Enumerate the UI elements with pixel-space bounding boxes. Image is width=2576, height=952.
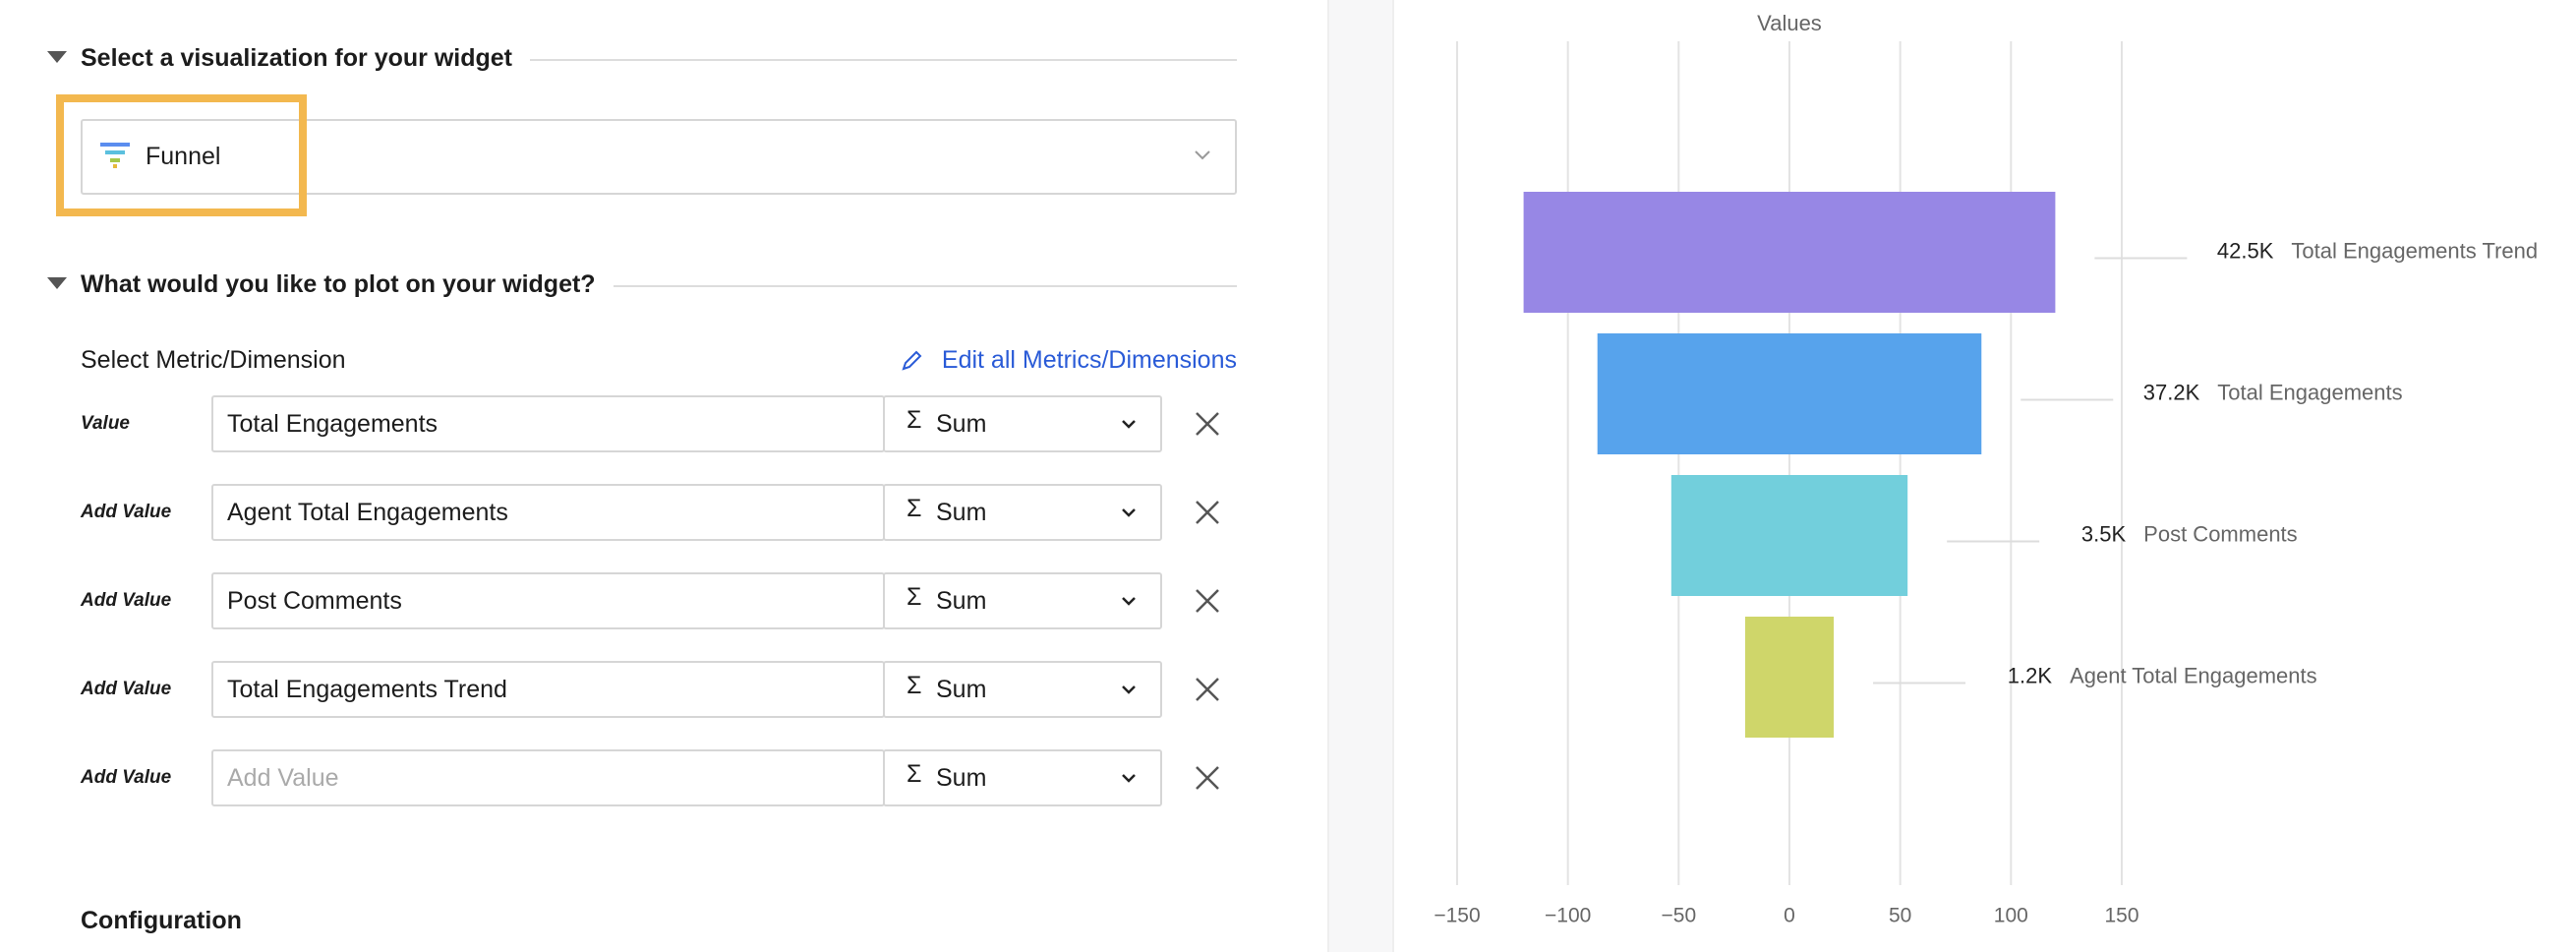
- chevron: [1121, 772, 1137, 784]
- collapse-icon[interactable]: [47, 51, 67, 65]
- remove-button[interactable]: [1194, 676, 1221, 703]
- remove-button[interactable]: [1194, 764, 1221, 792]
- row-label: Value: [81, 413, 130, 434]
- input[interactable]: [211, 749, 885, 806]
- highlight: [56, 94, 307, 216]
- section-title: Select a visualization for your widget: [81, 44, 530, 73]
- category-label: Total Engagements: [2217, 380, 2402, 404]
- chevron: [1121, 595, 1137, 607]
- divider: [81, 59, 1237, 61]
- x-tick-label: −150: [1434, 905, 1480, 927]
- aggregation-select[interactable]: [883, 661, 1162, 718]
- data-label: 37.2K: [2143, 380, 2200, 404]
- remove-button[interactable]: [1194, 587, 1221, 615]
- chevron: [1121, 506, 1137, 518]
- chevron: [1121, 684, 1137, 695]
- category-label: Total Engagements Trend: [2291, 238, 2538, 263]
- remove-button[interactable]: [1194, 410, 1221, 438]
- aggregation: Sum: [936, 410, 987, 438]
- row-label: Add Value: [81, 679, 172, 699]
- x-tick-label: 100: [1994, 905, 2028, 927]
- x-tick-label: −50: [1662, 905, 1697, 927]
- remove-button[interactable]: [1194, 499, 1221, 526]
- viz-dropdown[interactable]: [81, 119, 1237, 195]
- sigma: Σ: [907, 495, 922, 522]
- sigma: Σ: [907, 406, 922, 434]
- category-label: Post Comments: [2143, 521, 2298, 546]
- x-tick-label: −100: [1545, 905, 1591, 927]
- aggregation-select[interactable]: [883, 484, 1162, 541]
- funnel-icon: [100, 143, 130, 168]
- aggregation-select[interactable]: [883, 572, 1162, 629]
- divider: [81, 285, 1237, 287]
- panel-divider: [1327, 0, 1394, 952]
- aggregation: Sum: [936, 676, 987, 703]
- aggregation: Sum: [936, 587, 987, 615]
- x-tick-label: 50: [1889, 905, 1911, 927]
- sigma: Σ: [907, 760, 922, 788]
- x-tick-label: 0: [1784, 905, 1795, 927]
- edit-icon[interactable]: [901, 350, 922, 372]
- row-label: Add Value: [81, 590, 172, 611]
- section-title: Configuration: [81, 907, 260, 935]
- placeholder: Add Value: [227, 764, 339, 792]
- aggregation: Sum: [936, 499, 987, 526]
- funnel-bar: [1670, 475, 1908, 596]
- input[interactable]: [211, 484, 885, 541]
- input[interactable]: [211, 661, 885, 718]
- category-label: Agent Total Engagements: [2070, 663, 2317, 687]
- viz-selected: Funnel: [146, 143, 221, 170]
- x-tick-label: 150: [2104, 905, 2138, 927]
- funnel-bar: [1597, 333, 1982, 454]
- field-text: Agent Total Engagements: [227, 499, 508, 526]
- row-label: Add Value: [81, 767, 172, 788]
- aggregation: Sum: [936, 764, 987, 792]
- section-title: What would you like to plot on your widg…: [81, 270, 614, 299]
- input[interactable]: [211, 572, 885, 629]
- funnel-bar: [1523, 192, 2056, 313]
- field-text: Post Comments: [227, 587, 402, 615]
- data-label: 42.5K: [2217, 238, 2274, 263]
- subtitle: Select Metric/Dimension: [81, 346, 346, 374]
- data-label: 3.5K: [2081, 521, 2127, 546]
- field-text: Total Engagements Trend: [227, 676, 507, 703]
- row-label: Add Value: [81, 502, 172, 522]
- field-text: Total Engagements: [227, 410, 439, 438]
- funnel-bar: [1744, 617, 1835, 738]
- collapse-icon[interactable]: [47, 277, 67, 291]
- axis-title: Values: [1757, 11, 1822, 35]
- aggregation-select[interactable]: [883, 395, 1162, 452]
- sigma: Σ: [907, 583, 922, 611]
- aggregation-select[interactable]: [883, 749, 1162, 806]
- chevron: [1121, 418, 1137, 430]
- edit-link[interactable]: Edit all Metrics/Dimensions: [941, 346, 1237, 374]
- chevron: [1195, 150, 1210, 160]
- sigma: Σ: [907, 672, 922, 699]
- data-label: 1.2K: [2008, 663, 2053, 687]
